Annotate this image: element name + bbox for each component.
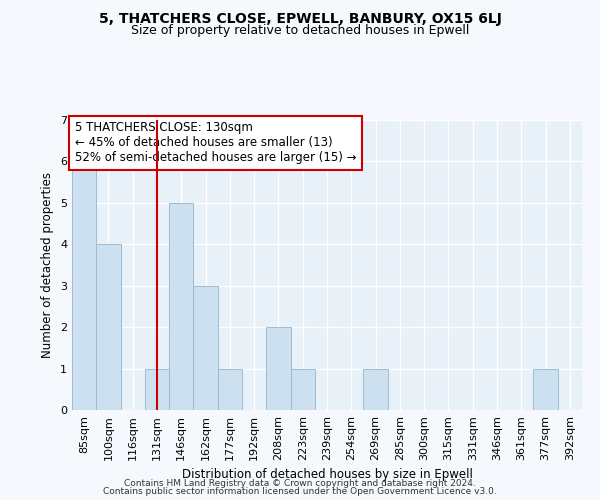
Text: 5 THATCHERS CLOSE: 130sqm
← 45% of detached houses are smaller (13)
52% of semi-: 5 THATCHERS CLOSE: 130sqm ← 45% of detac… [74,122,356,164]
Bar [72,162,96,410]
Bar [533,368,558,410]
X-axis label: Distribution of detached houses by size in Epwell: Distribution of detached houses by size … [182,468,472,481]
Text: 5, THATCHERS CLOSE, EPWELL, BANBURY, OX15 6LJ: 5, THATCHERS CLOSE, EPWELL, BANBURY, OX1… [98,12,502,26]
Bar [266,327,290,410]
Bar [218,368,242,410]
Bar [169,203,193,410]
Text: Contains HM Land Registry data © Crown copyright and database right 2024.: Contains HM Land Registry data © Crown c… [124,478,476,488]
Bar [193,286,218,410]
Text: Size of property relative to detached houses in Epwell: Size of property relative to detached ho… [131,24,469,37]
Bar [96,244,121,410]
Bar [290,368,315,410]
Y-axis label: Number of detached properties: Number of detached properties [41,172,55,358]
Bar [364,368,388,410]
Bar [145,368,169,410]
Text: Contains public sector information licensed under the Open Government Licence v3: Contains public sector information licen… [103,487,497,496]
